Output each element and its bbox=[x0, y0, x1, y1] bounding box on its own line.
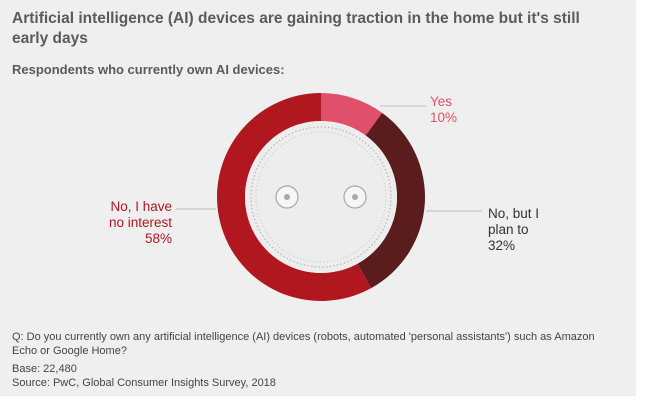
slice-label-plan-value: 32% bbox=[488, 238, 516, 253]
slice-label-no-value: 58% bbox=[144, 231, 172, 246]
donut-slice-no-interest bbox=[217, 93, 372, 301]
slice-label-yes-name: Yes bbox=[430, 94, 453, 109]
speaker-dotted-ring-inner bbox=[255, 131, 387, 263]
base-note: Base: 22,480 bbox=[12, 363, 77, 375]
slice-label-yes: Yes 10% bbox=[430, 94, 457, 126]
speaker-dotted-ring-outer bbox=[250, 126, 392, 268]
source-note: Source: PwC, Global Consumer Insights Su… bbox=[12, 377, 276, 389]
slice-label-no-name-1: No, I have bbox=[110, 199, 172, 214]
chart-title: Artificial intelligence (AI) devices are… bbox=[12, 10, 580, 47]
donut-slice-plan-to bbox=[357, 112, 426, 289]
survey-question: Q: Do you currently own any artificial i… bbox=[12, 331, 595, 357]
speaker-button-left-dot bbox=[284, 194, 290, 200]
donut-chart bbox=[176, 93, 482, 301]
donut-hole bbox=[245, 121, 397, 273]
chart-card: Artificial intelligence (AI) devices are… bbox=[0, 0, 636, 396]
chart-subtitle: Respondents who currently own AI devices… bbox=[12, 62, 285, 77]
slice-label-no-name-2: no interest bbox=[108, 215, 172, 230]
slice-label-plan-name-2: plan to bbox=[488, 222, 529, 237]
slice-label-yes-value: 10% bbox=[430, 110, 458, 125]
slice-label-no-interest: No, I have no interest 58% bbox=[92, 199, 172, 247]
donut-slice-yes bbox=[321, 93, 383, 136]
slice-label-plan: No, but I plan to 32% bbox=[488, 206, 539, 254]
speaker-button-right-dot bbox=[352, 194, 358, 200]
slice-label-plan-name-1: No, but I bbox=[488, 206, 540, 221]
